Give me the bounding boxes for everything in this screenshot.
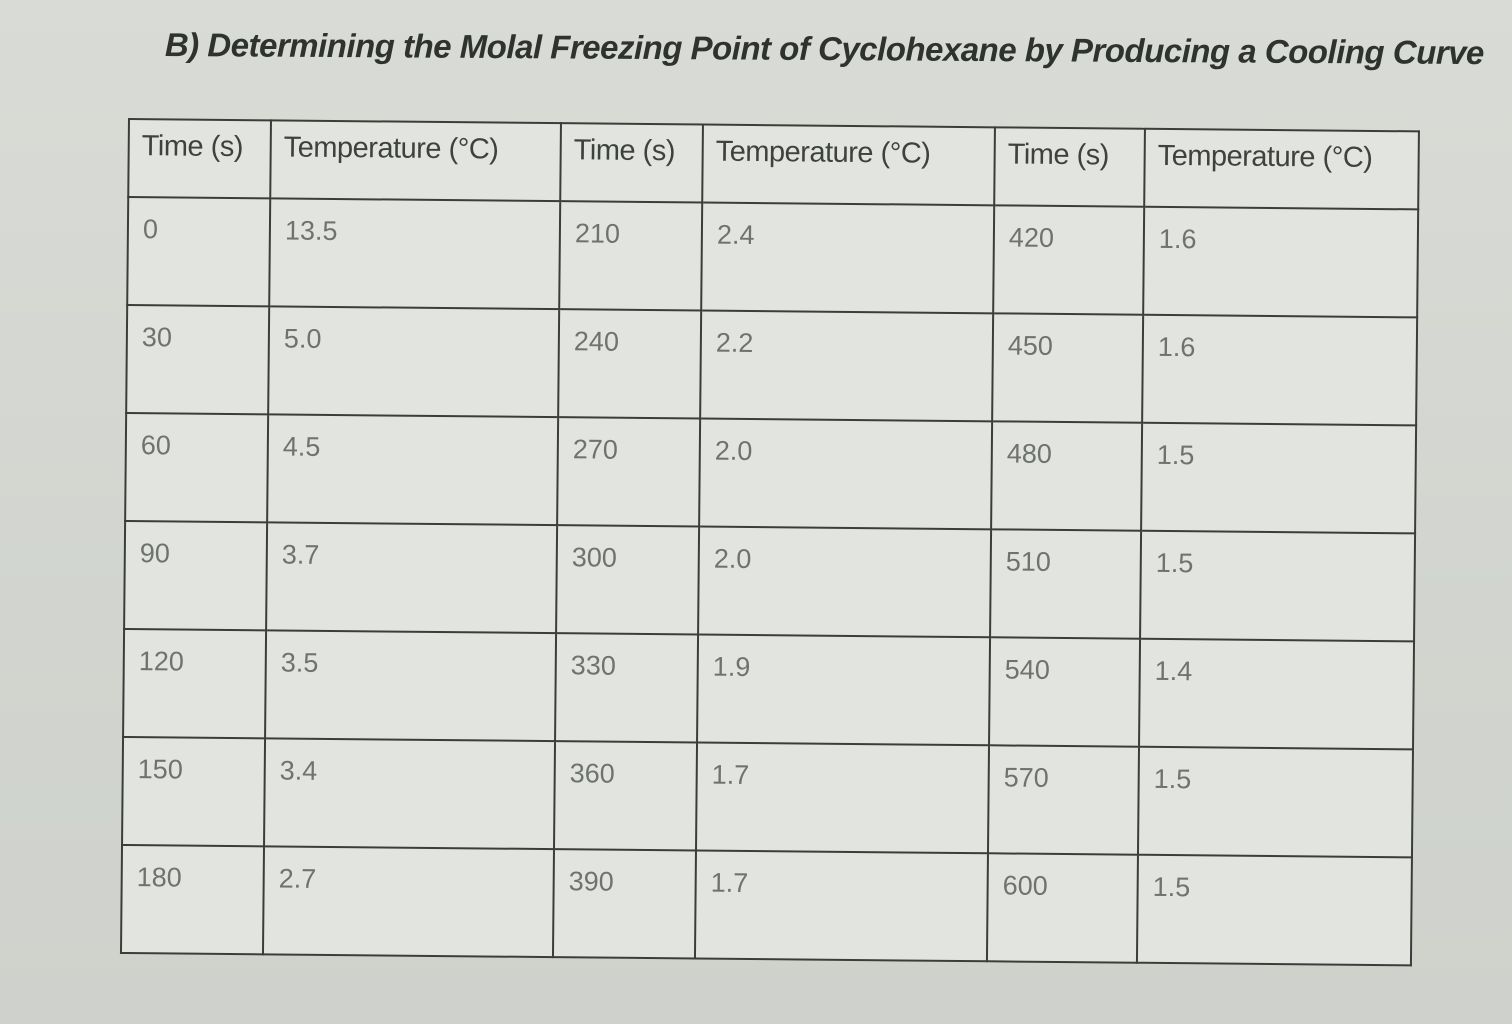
time-cell: 450 (992, 313, 1144, 423)
time-header: Time (s) (560, 123, 703, 203)
temperature-cell: 1.7 (695, 742, 990, 854)
time-cell: 360 (554, 741, 698, 851)
time-cell: 0 (127, 197, 271, 307)
temperature-cell: 2.0 (698, 526, 992, 638)
time-cell: 420 (993, 205, 1145, 315)
temperature-cell: 5.0 (268, 306, 560, 418)
time-cell: 240 (558, 309, 702, 419)
table-row: 180 2.7 390 1.7 600 1.5 (120, 844, 1412, 966)
time-cell: 120 (123, 628, 267, 739)
time-cell: 210 (559, 201, 703, 311)
temperature-header: Temperature (°C) (1144, 128, 1419, 210)
temperature-cell: 1.4 (1139, 638, 1415, 750)
temperature-cell: 3.4 (264, 738, 556, 850)
cooling-curve-table: Time (s) Temperature (°C) Time (s) Temperat… (119, 118, 1420, 967)
temperature-cell: 2.2 (700, 310, 994, 422)
temperature-cell: 4.5 (267, 414, 559, 526)
time-cell: 30 (126, 305, 270, 415)
temperature-cell: 3.7 (266, 522, 558, 634)
table-row: 120 3.5 330 1.9 540 1.4 (123, 628, 1415, 750)
table-header-row: Time (s) Temperature (°C) Time (s) Temperat… (128, 119, 1419, 210)
time-cell: 270 (557, 417, 701, 527)
page-title: B) Determining the Molal Freezing Point … (164, 26, 1484, 72)
time-cell: 480 (991, 421, 1143, 531)
time-cell: 390 (552, 849, 696, 959)
temperature-cell: 1.5 (1140, 530, 1416, 642)
time-cell: 180 (120, 844, 265, 955)
temperature-cell: 1.5 (1137, 746, 1413, 858)
temperature-cell: 2.4 (701, 202, 995, 314)
temperature-cell: 1.9 (697, 634, 991, 746)
cooling-curve-table-container: Time (s) Temperature (°C) Time (s) Temperat… (119, 118, 1436, 967)
time-cell: 330 (555, 633, 699, 743)
time-cell: 150 (122, 736, 266, 847)
temperature-cell: 1.5 (1136, 854, 1412, 966)
temperature-cell: 1.6 (1142, 314, 1418, 426)
temperature-header: Temperature (°C) (702, 124, 995, 206)
time-cell: 510 (990, 529, 1142, 639)
temperature-cell: 2.7 (262, 846, 555, 958)
time-cell: 570 (987, 745, 1140, 855)
time-cell: 600 (986, 853, 1138, 963)
time-header: Time (s) (994, 127, 1145, 207)
temperature-cell: 1.6 (1143, 206, 1419, 318)
time-cell: 540 (989, 637, 1141, 747)
time-cell: 90 (124, 520, 268, 631)
time-cell: 300 (556, 525, 700, 635)
temperature-header: Temperature (°C) (270, 120, 561, 202)
time-header: Time (s) (128, 119, 271, 199)
table-row: 0 13.5 210 2.4 420 1.6 (127, 197, 1419, 318)
temperature-cell: 3.5 (265, 630, 557, 742)
table-body: 0 13.5 210 2.4 420 1.6 30 5.0 240 2.2 450 1.6 60 4.5 2… (120, 197, 1419, 966)
time-cell: 60 (125, 412, 269, 523)
temperature-cell: 1.5 (1141, 422, 1417, 534)
table-row: 30 5.0 240 2.2 450 1.6 (126, 305, 1418, 426)
table-row: 60 4.5 270 2.0 480 1.5 (125, 412, 1417, 534)
temperature-cell: 13.5 (269, 198, 561, 310)
table-row: 150 3.4 360 1.7 570 1.5 (122, 736, 1413, 858)
table-row: 90 3.7 300 2.0 510 1.5 (124, 520, 1416, 642)
temperature-cell: 2.0 (699, 418, 993, 530)
temperature-cell: 1.7 (694, 850, 988, 962)
